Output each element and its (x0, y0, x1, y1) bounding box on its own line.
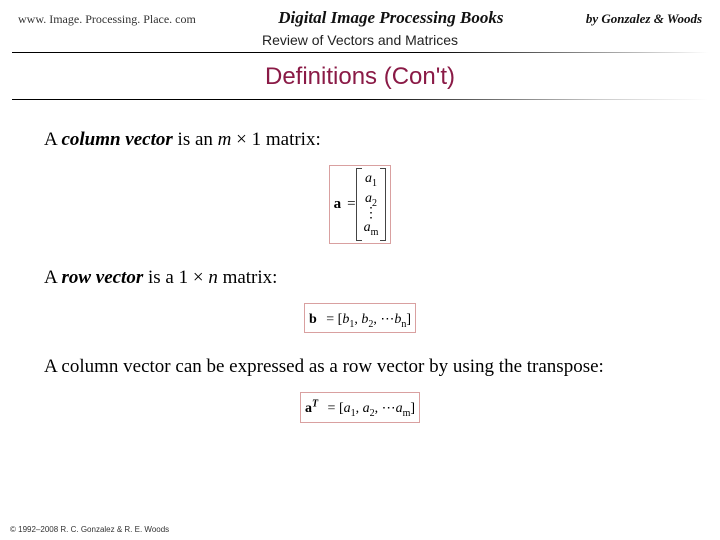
text: is an (173, 129, 218, 150)
text: A (44, 129, 61, 150)
close-bracket: ] (406, 312, 411, 327)
entry-a2: a (365, 191, 372, 206)
content-area: A column vector is an m × 1 matrix: a = … (0, 100, 720, 423)
var-n: n (208, 267, 218, 288)
cdots-icon: , ⋯ (373, 312, 394, 327)
book-title: Digital Image Processing Books (278, 8, 503, 28)
entry-a2: a (363, 401, 370, 416)
column-entries: a1 a2 ⋮ am (362, 168, 381, 241)
subtitle: Review of Vectors and Matrices (0, 28, 720, 52)
header-row: www. Image. Processing. Place. com Digit… (0, 0, 720, 28)
comma: , (356, 401, 363, 416)
equals: = (347, 195, 355, 215)
right-bracket-icon (380, 168, 386, 241)
entry-am: a (396, 401, 403, 416)
paragraph-row-vector: A row vector is a 1 × n matrix: (44, 266, 676, 291)
lhs-b: b (309, 312, 317, 327)
var-m: m (218, 129, 232, 150)
paragraph-transpose: A column vector can be expressed as a ro… (44, 355, 676, 380)
copyright-footer: © 1992–2008 R. C. Gonzalez & R. E. Woods (10, 525, 169, 534)
text: × 1 matrix: (231, 129, 320, 150)
entry-am: a (364, 220, 371, 235)
term-column-vector: column vector (61, 129, 172, 150)
transpose-equation: aT = [a1, a2, ⋯am] (44, 392, 676, 423)
site-url: www. Image. Processing. Place. com (18, 12, 196, 27)
entry-a1: a (365, 171, 372, 186)
authors: by Gonzalez & Woods (586, 11, 702, 27)
bracket-group: a1 a2 ⋮ am (356, 168, 387, 241)
equation-box: aT = [a1, a2, ⋯am] (300, 392, 420, 423)
equals-open: = [ (324, 401, 344, 416)
term-row-vector: row vector (61, 267, 143, 288)
equation-box: a = a1 a2 ⋮ am (329, 165, 392, 244)
section-heading: Definitions (Con't) (0, 53, 720, 99)
sub-m: m (371, 226, 379, 237)
equation-box: b = [b1, b2, ⋯bn] (304, 303, 416, 334)
text: is a 1 × (143, 267, 208, 288)
vdots-icon: ⋮ (364, 210, 378, 218)
paragraph-column-vector: A column vector is an m × 1 matrix: (44, 128, 676, 153)
column-vector-equation: a = a1 a2 ⋮ am (44, 165, 676, 244)
lhs-aT: aT (305, 401, 318, 416)
equals-open: = [ (323, 312, 343, 327)
sup-T: T (312, 398, 318, 409)
var-a: a (305, 401, 312, 416)
close-bracket: ] (410, 401, 415, 416)
sub-1: 1 (372, 177, 377, 188)
row-vector-equation: b = [b1, b2, ⋯bn] (44, 303, 676, 334)
text: A (44, 267, 61, 288)
lhs-a: a (334, 195, 342, 215)
cdots-icon: , ⋯ (375, 401, 396, 416)
entry-a1: a (344, 401, 351, 416)
text: matrix: (218, 267, 278, 288)
